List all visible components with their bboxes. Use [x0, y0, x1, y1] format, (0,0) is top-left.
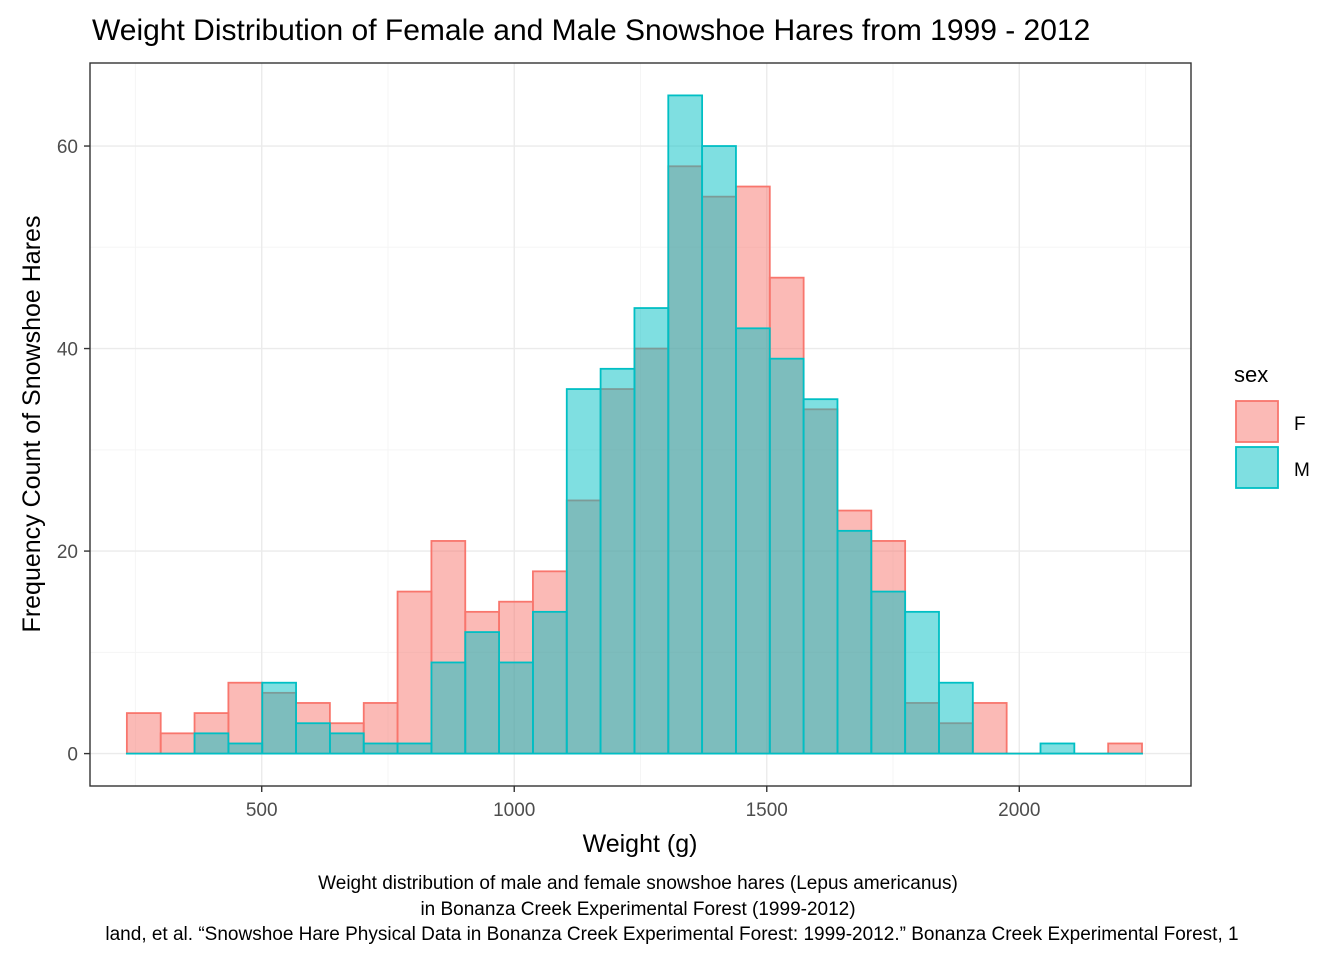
y-tick-label: 0: [67, 745, 78, 766]
bar-m: [362, 742, 399, 755]
legend-label-f: F: [1294, 414, 1306, 435]
bar-m: [261, 681, 297, 755]
bar-m: [295, 722, 331, 755]
bar-m: [464, 631, 500, 755]
bar-m: [328, 732, 365, 755]
legend-key-f: [1235, 400, 1279, 443]
bar-f: [396, 590, 433, 755]
bar-m: [633, 307, 670, 755]
bar-m: [565, 388, 602, 755]
bar-m: [701, 145, 737, 755]
bar-m: [870, 590, 907, 755]
bar-f: [971, 702, 1008, 755]
bar-f: [125, 712, 162, 755]
y-axis: 0 20 40 60: [57, 137, 90, 766]
bar-m: [802, 398, 839, 755]
bar-m: [532, 610, 568, 755]
x-tick-label: 1500: [746, 800, 788, 821]
legend: sex F M: [1234, 362, 1310, 489]
bar-m: [667, 94, 704, 755]
x-axis-title: Weight (g): [583, 830, 698, 858]
x-axis: 500 1000 1500 2000: [246, 786, 1040, 821]
bar-m: [227, 742, 264, 755]
y-tick-label: 60: [57, 137, 78, 158]
bar-m: [938, 681, 974, 755]
caption-line-1: Weight distribution of male and female s…: [318, 873, 958, 894]
bar-m: [768, 357, 805, 755]
bar-m: [430, 661, 467, 755]
bar-m: [1039, 742, 1076, 755]
chart-title: Weight Distribution of Female and Male S…: [92, 14, 1090, 47]
bar-m: [498, 661, 534, 755]
bar-f: [1107, 742, 1143, 755]
bar-m: [904, 610, 940, 755]
bar-m: [599, 367, 636, 755]
bar-m: [193, 732, 230, 755]
y-axis-title: Frequency Count of Snowshoe Hares: [18, 216, 46, 633]
series-m-bars: [125, 94, 1143, 755]
bar-m: [836, 529, 873, 755]
bar-f: [227, 681, 264, 755]
legend-key-m: [1235, 446, 1279, 489]
legend-title: sex: [1234, 362, 1268, 387]
x-tick-label: 1000: [493, 800, 535, 821]
x-tick-label: 2000: [998, 800, 1040, 821]
bar-f: [159, 732, 196, 755]
x-tick-label: 500: [246, 800, 278, 821]
caption-line-3: land, et al. “Snowshoe Hare Physical Dat…: [105, 924, 1238, 945]
y-tick-label: 20: [57, 542, 78, 563]
legend-label-m: M: [1294, 460, 1310, 481]
plot-panel-border: [89, 62, 1192, 787]
bar-m: [735, 327, 771, 755]
caption-line-2: in Bonanza Creek Experimental Forest (19…: [420, 899, 855, 920]
y-tick-label: 40: [57, 340, 78, 361]
bar-m: [396, 742, 433, 755]
